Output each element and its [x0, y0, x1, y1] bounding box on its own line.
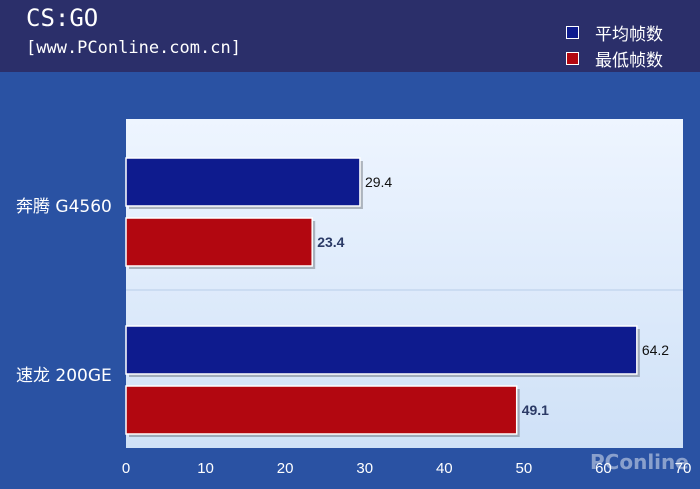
data-label-200ge-avg: 64.2 [642, 342, 669, 358]
legend-label-min: 最低帧数 [595, 51, 663, 71]
data-label-g4560-min: 23.4 [317, 234, 344, 250]
legend-item-min: 最低帧数 [566, 46, 663, 71]
x-tick-label-10: 10 [197, 460, 214, 477]
legend-swatch-min [566, 52, 579, 65]
legend-item-avg: 平均帧数 [566, 20, 663, 45]
chart-title: CS:GO [26, 4, 99, 32]
watermark-logo: PConline [590, 450, 689, 474]
category-label-g4560: 奔腾 G4560 [16, 192, 112, 217]
category-label-g4560-text: 奔腾 G4560 [16, 197, 112, 217]
legend-swatch-avg [566, 26, 579, 39]
bar-g4560-avg [125, 157, 361, 207]
data-label-200ge-min: 49.1 [522, 402, 549, 418]
x-tick-label-30: 30 [356, 460, 373, 477]
x-tick-label-0: 0 [122, 460, 130, 477]
data-label-g4560-avg: 29.4 [365, 174, 392, 190]
x-tick-label-70: 70 [675, 460, 692, 477]
x-tick-label-60: 60 [595, 460, 612, 477]
x-tick-label-40: 40 [436, 460, 453, 477]
chart-header: CS:GO [www.PConline.com.cn] 平均帧数 最低帧数 [0, 0, 700, 72]
x-tick-label-20: 20 [277, 460, 294, 477]
category-label-200ge-text: 速龙 200GE [16, 366, 112, 386]
chart-subtitle: [www.PConline.com.cn] [26, 38, 241, 58]
bar-200ge-avg [125, 325, 638, 375]
x-tick-label-50: 50 [516, 460, 533, 477]
category-label-200ge: 速龙 200GE [16, 361, 112, 386]
legend-label-avg: 平均帧数 [595, 25, 663, 45]
bar-g4560-min [125, 217, 313, 267]
bar-200ge-min [125, 385, 518, 435]
